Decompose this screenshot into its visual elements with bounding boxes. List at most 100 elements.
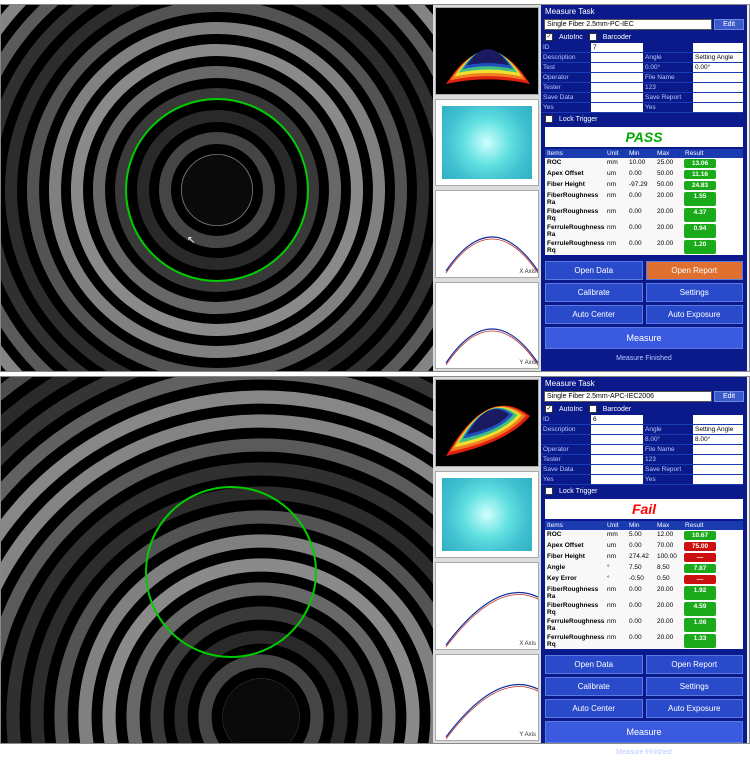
meta-value[interactable] bbox=[591, 425, 643, 435]
meta-value[interactable] bbox=[591, 435, 643, 445]
status-banner: Fail bbox=[545, 499, 743, 519]
result-min: 0.00 bbox=[627, 601, 655, 617]
result-value: 4.37 bbox=[684, 208, 716, 222]
status-banner: PASS bbox=[545, 127, 743, 147]
meta-value[interactable] bbox=[591, 53, 643, 63]
auto-center-button[interactable]: Auto Center bbox=[545, 699, 643, 718]
meta-value[interactable] bbox=[591, 103, 643, 113]
task-select[interactable]: Single Fiber 2.5mm-PC-IEC bbox=[544, 19, 712, 30]
meta-value[interactable] bbox=[591, 475, 643, 485]
meta-value[interactable]: 0.00° bbox=[693, 63, 743, 73]
calibrate-button[interactable]: Calibrate bbox=[545, 677, 643, 696]
map-2d-thumb[interactable] bbox=[435, 471, 539, 559]
result-name: FiberRoughness Rq bbox=[545, 207, 605, 223]
results-header-cell: Items bbox=[545, 521, 605, 530]
meta-value[interactable] bbox=[693, 445, 743, 455]
measure-button[interactable]: Measure bbox=[545, 721, 743, 743]
meta-value[interactable] bbox=[693, 415, 743, 425]
settings-button[interactable]: Settings bbox=[646, 677, 744, 696]
open-report-button[interactable]: Open Report bbox=[646, 655, 744, 674]
meta-value[interactable] bbox=[693, 103, 743, 113]
lock-trigger-checkbox[interactable] bbox=[545, 115, 553, 123]
interferogram-view[interactable] bbox=[1, 377, 433, 743]
autoinc-checkbox[interactable]: ✓ bbox=[545, 33, 553, 41]
meta-value[interactable] bbox=[693, 93, 743, 103]
control-panel: Measure TaskSingle Fiber 2.5mm-PC-IECEdi… bbox=[541, 5, 747, 371]
result-value: — bbox=[684, 553, 716, 562]
open-report-button[interactable]: Open Report bbox=[646, 261, 744, 280]
surface-3d-thumb[interactable] bbox=[435, 7, 539, 95]
profile-y-thumb[interactable]: Y Axis bbox=[435, 282, 539, 370]
meta-label: Save Data bbox=[541, 465, 591, 475]
meta-value[interactable] bbox=[693, 83, 743, 93]
meta-value[interactable] bbox=[591, 465, 643, 475]
result-max: 20.00 bbox=[655, 239, 683, 255]
lock-trigger-label: Lock Trigger bbox=[559, 488, 598, 495]
app-screen: X AxisY AxisMeasure TaskSingle Fiber 2.5… bbox=[0, 376, 750, 744]
result-value: 24.83 bbox=[684, 181, 716, 190]
meta-value[interactable] bbox=[693, 465, 743, 475]
open-data-button[interactable]: Open Data bbox=[545, 655, 643, 674]
calibrate-button[interactable]: Calibrate bbox=[545, 283, 643, 302]
map-2d-thumb[interactable] bbox=[435, 99, 539, 187]
result-max: 50.00 bbox=[655, 180, 683, 191]
open-data-button[interactable]: Open Data bbox=[545, 261, 643, 280]
meta-value[interactable] bbox=[591, 93, 643, 103]
result-max: 50.00 bbox=[655, 169, 683, 180]
edit-button[interactable]: Edit bbox=[714, 391, 744, 402]
meta-value[interactable] bbox=[693, 455, 743, 465]
result-name: FerruleRoughness Rq bbox=[545, 633, 605, 649]
results-header-cell: Min bbox=[627, 521, 655, 530]
profile-y-thumb[interactable]: Y Axis bbox=[435, 654, 539, 742]
meta-label: Operator bbox=[541, 445, 591, 455]
meta-value[interactable]: Setting Angle bbox=[693, 425, 743, 435]
settings-button[interactable]: Settings bbox=[646, 283, 744, 302]
edit-button[interactable]: Edit bbox=[714, 19, 744, 30]
autoinc-checkbox[interactable]: ✓ bbox=[545, 405, 553, 413]
meta-value[interactable]: 6 bbox=[591, 415, 643, 425]
results-header-cell: Min bbox=[627, 149, 655, 158]
result-max: 8.50 bbox=[655, 563, 683, 574]
auto-center-button[interactable]: Auto Center bbox=[545, 305, 643, 324]
meta-value[interactable] bbox=[591, 455, 643, 465]
result-value: 11.16 bbox=[684, 170, 716, 179]
measure-button[interactable]: Measure bbox=[545, 327, 743, 349]
meta-value[interactable] bbox=[693, 73, 743, 83]
interferogram-view[interactable]: ↖ bbox=[1, 5, 433, 371]
surface-3d-thumb[interactable] bbox=[435, 379, 539, 467]
meta-value[interactable]: 8.00° bbox=[693, 435, 743, 445]
meta-value[interactable] bbox=[591, 63, 643, 73]
result-value: 7.87 bbox=[684, 564, 716, 573]
profile-x-thumb[interactable]: X Axis bbox=[435, 562, 539, 650]
meta-value[interactable] bbox=[693, 475, 743, 485]
meta-value[interactable] bbox=[693, 43, 743, 53]
result-name: FerruleRoughness Ra bbox=[545, 617, 605, 633]
results-header-cell: Max bbox=[655, 521, 683, 530]
results-row: ROCmm10.0025.0013.06 bbox=[545, 158, 743, 169]
meta-value[interactable] bbox=[591, 73, 643, 83]
barcoder-checkbox[interactable] bbox=[589, 33, 597, 41]
meta-value[interactable] bbox=[591, 445, 643, 455]
result-unit: nm bbox=[605, 601, 627, 617]
profile-x-thumb[interactable]: X Axis bbox=[435, 190, 539, 278]
meta-label bbox=[643, 415, 693, 425]
task-select[interactable]: Single Fiber 2.5mm-APC-IEC2006 bbox=[544, 391, 712, 402]
meta-label: Tester bbox=[541, 455, 591, 465]
auto-exposure-button[interactable]: Auto Exposure bbox=[646, 305, 744, 324]
metadata-grid: ID7DescriptionAngleSetting AngleTest0.00… bbox=[541, 43, 747, 113]
barcoder-label: Barcoder bbox=[603, 406, 631, 413]
meta-value[interactable]: Setting Angle bbox=[693, 53, 743, 63]
meta-label: Angle bbox=[643, 425, 693, 435]
auto-exposure-button[interactable]: Auto Exposure bbox=[646, 699, 744, 718]
lock-trigger-checkbox[interactable] bbox=[545, 487, 553, 495]
barcoder-checkbox[interactable] bbox=[589, 405, 597, 413]
meta-value[interactable] bbox=[591, 83, 643, 93]
meta-value[interactable]: 7 bbox=[591, 43, 643, 53]
meta-label: ID bbox=[541, 415, 591, 425]
meta-label bbox=[541, 435, 591, 445]
result-min: 0.00 bbox=[627, 239, 655, 255]
meta-label: Save Report bbox=[643, 93, 693, 103]
meta-label bbox=[643, 43, 693, 53]
thumb-label: Y Axis bbox=[519, 732, 536, 738]
result-max: 70.00 bbox=[655, 541, 683, 552]
